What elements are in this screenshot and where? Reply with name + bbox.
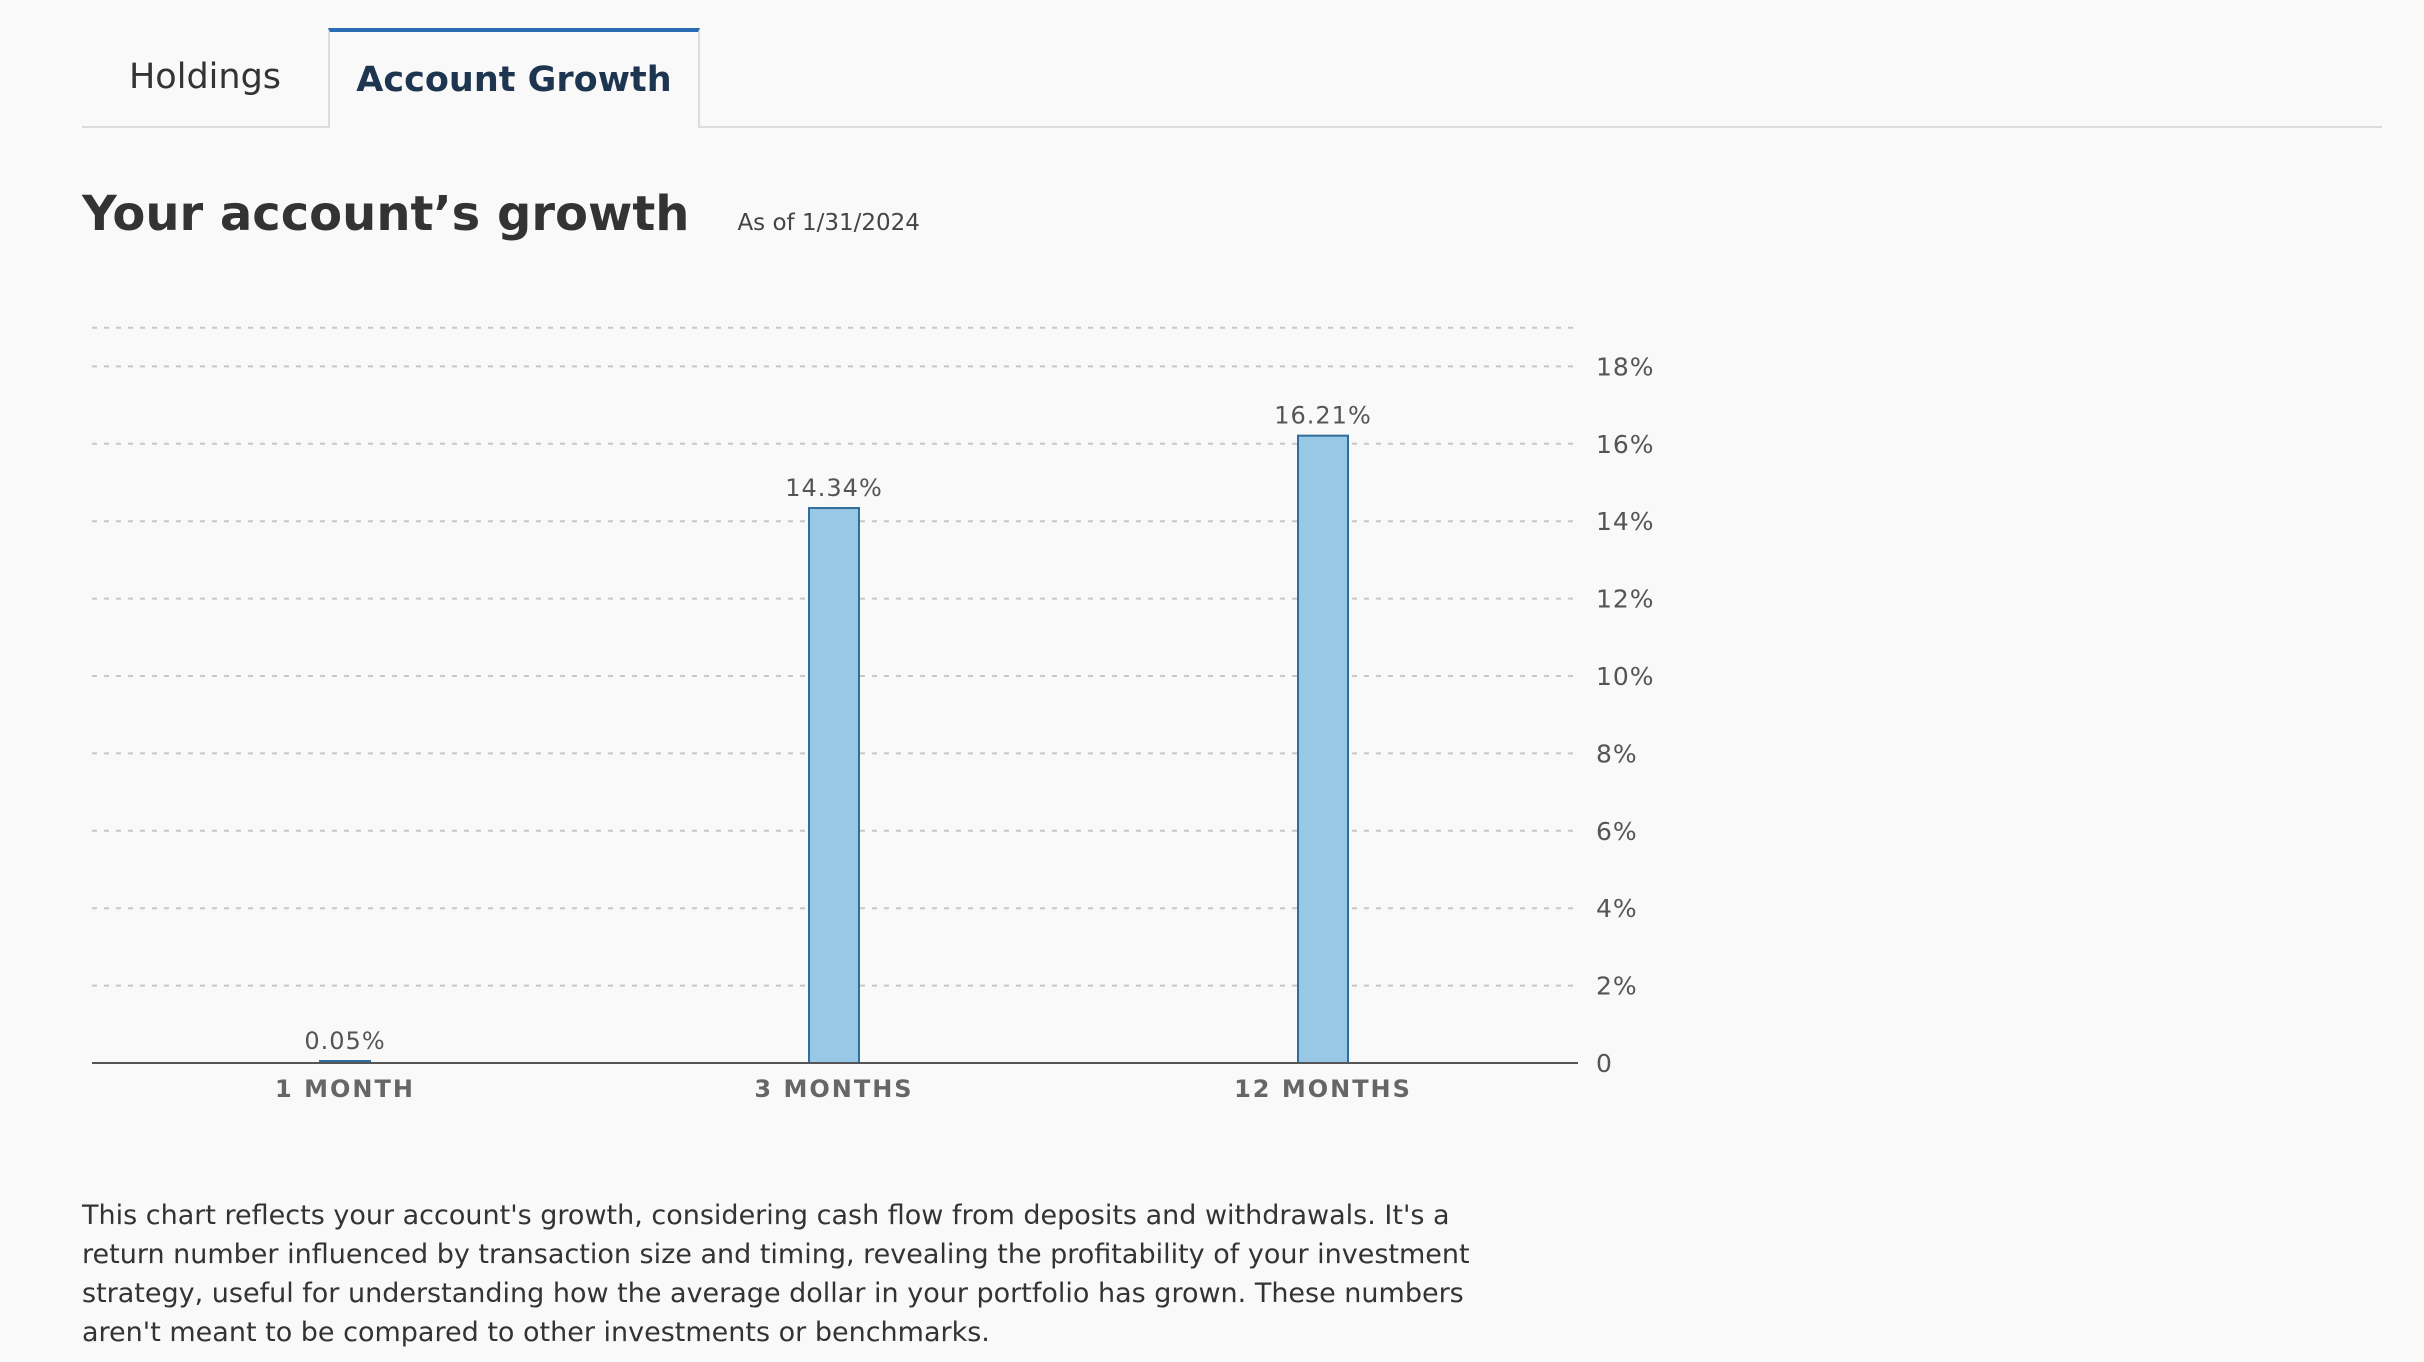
x-category-label: 1 MONTH [275, 1075, 415, 1103]
page-title: Your account’s growth [82, 186, 690, 242]
tab-account-growth-label: Account Growth [356, 60, 672, 100]
bar-value-label: 16.21% [1274, 402, 1372, 430]
y-tick-label: 8% [1596, 739, 1638, 768]
tab-holdings-label: Holdings [128, 57, 282, 97]
as-of-date: As of 1/31/2024 [737, 210, 920, 236]
y-tick-label: 4% [1596, 894, 1638, 923]
tab-holdings[interactable]: Holdings [82, 28, 328, 126]
y-tick-label: 14% [1596, 507, 1655, 536]
y-tick-label: 16% [1596, 430, 1655, 459]
x-category-label: 3 MONTHS [754, 1075, 913, 1103]
bar [808, 507, 860, 1064]
bar-value-label: 14.34% [785, 474, 883, 502]
y-tick-label: 0 [1596, 1049, 1613, 1078]
y-tick-label: 6% [1596, 817, 1638, 846]
growth-bar-chart: 0 2% 4% 6% 8% 10% 12% 14% 16% 18% 0.05% 1 MONTH 14.3… [92, 326, 1655, 1103]
y-tick-label: 10% [1596, 662, 1655, 691]
bar [1297, 434, 1349, 1065]
x-category-label: 12 MONTHS [1234, 1075, 1412, 1103]
tab-bar: Holdings Account Growth [82, 28, 2382, 128]
page-header: Your account’s growth As of 1/31/2024 [82, 186, 920, 242]
y-tick-label: 12% [1596, 585, 1655, 614]
chart-description: This chart reflects your account's growt… [82, 1200, 1470, 1348]
y-tick-label: 2% [1596, 972, 1638, 1001]
y-tick-label: 18% [1596, 352, 1655, 381]
bar-value-label: 0.05% [304, 1027, 385, 1055]
tab-account-growth[interactable]: Account Growth [328, 28, 700, 128]
